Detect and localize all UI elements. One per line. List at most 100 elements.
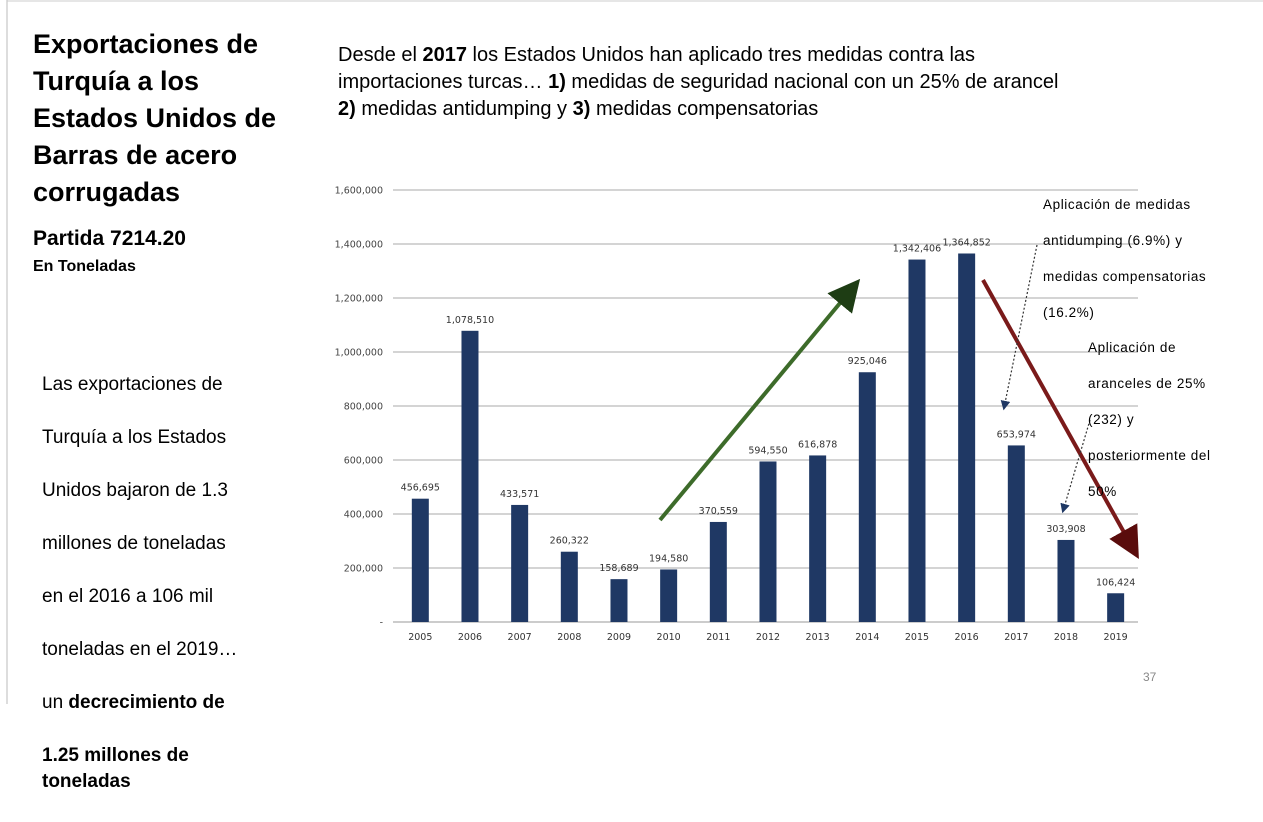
title-line: Turquía a los: [33, 66, 200, 96]
data-label: 594,550: [748, 445, 787, 456]
text: 50%: [1088, 484, 1117, 499]
bar: [560, 551, 578, 622]
bar: [858, 372, 876, 622]
text: toneladas en el 2019…: [42, 638, 238, 660]
text: toneladas: [42, 771, 131, 792]
bar: [709, 521, 727, 622]
trend-arrow: [981, 279, 1139, 559]
bar: [1007, 445, 1025, 622]
bar: [461, 330, 479, 622]
summary-line: un decrecimiento de: [42, 690, 237, 717]
bar: [1057, 539, 1075, 622]
y-tick-label: 1,600,000: [335, 186, 383, 197]
x-tick-label: 2011: [706, 632, 730, 643]
text: decrecimiento de: [68, 691, 225, 713]
title-line: Estados Unidos de: [33, 103, 277, 133]
y-tick-label: 600,000: [344, 456, 383, 467]
description: Desde el 2017 los Estados Unidos han apl…: [338, 42, 1058, 123]
x-tick-label: 2019: [1104, 632, 1128, 643]
text: Desde el: [338, 44, 423, 66]
data-label: 1,078,510: [446, 315, 494, 326]
x-tick-label: 2018: [1054, 632, 1078, 643]
y-tick-label: 400,000: [344, 510, 383, 521]
data-label: 158,689: [599, 563, 638, 574]
y-tick-label: 800,000: [344, 402, 383, 413]
data-label: 370,559: [699, 506, 738, 517]
x-tick-label: 2016: [955, 632, 979, 643]
bar: [511, 504, 529, 622]
bar: [958, 253, 976, 622]
bar: [1107, 593, 1125, 622]
text: Aplicación de: [1088, 340, 1177, 355]
bar: [809, 455, 827, 622]
annotation: Aplicación de aranceles de 25% (232) y p…: [1088, 321, 1211, 519]
chart: - 200,000 400,000 600,000 800,000 1,000,000 1,…: [6, 0, 1263, 704]
x-tick-label: 2007: [508, 632, 532, 643]
data-label: 433,571: [500, 489, 539, 500]
text: medidas compensatorias: [590, 98, 819, 120]
data-label: 616,878: [798, 439, 837, 450]
title-line: Exportaciones de: [33, 29, 259, 59]
text: Aplicación de medidas: [1043, 197, 1191, 212]
text: 2017: [422, 44, 468, 66]
x-tick-label: 2010: [657, 632, 681, 643]
data-label: 303,908: [1046, 524, 1085, 535]
text: posteriormente del: [1088, 448, 1211, 463]
title-line: corrugadas: [33, 177, 181, 207]
x-tick-label: 2008: [557, 632, 581, 643]
x-tick-label: 2012: [756, 632, 780, 643]
text: millones de toneladas: [42, 532, 226, 554]
x-tick-label: 2006: [458, 632, 482, 643]
x-tick-label: 2015: [905, 632, 929, 643]
slide: {"header":{"title":["Exportaciones de","…: [6, 0, 1263, 792]
text: 1): [548, 71, 566, 93]
text: un: [42, 691, 69, 713]
subtitle: Partida 7214.20: [33, 227, 186, 250]
bar: [908, 259, 926, 622]
bar: [411, 498, 429, 622]
text: Turquía a los Estados: [42, 426, 227, 448]
summary-bold: 1.25 millones de toneladas: [42, 743, 237, 796]
data-label: 456,695: [401, 483, 440, 494]
text: (232) y: [1088, 412, 1135, 427]
data-label: 925,046: [848, 356, 887, 367]
text: medidas antidumping y: [355, 98, 573, 120]
text: Las exportaciones de: [42, 373, 223, 395]
text: medidas de seguridad nacional con un 25%…: [565, 71, 1059, 93]
x-tick-label: 2009: [607, 632, 631, 643]
x-tick-label: 2013: [806, 632, 830, 643]
y-tick-label: 1,200,000: [335, 294, 383, 305]
annotation: Aplicación de medidas antidumping (6.9%)…: [1043, 178, 1206, 340]
text: en el 2016 a 106 mil: [42, 585, 214, 607]
text: (16.2%): [1043, 305, 1095, 320]
data-label: 194,580: [649, 553, 688, 564]
bar: [660, 569, 678, 622]
trend-arrow: [658, 278, 861, 522]
text: 1.25 millones de: [42, 744, 189, 766]
title-line: Barras de acero: [33, 140, 238, 170]
page-number: 37: [1143, 670, 1157, 684]
title: Exportaciones de Turquía a los Estados U…: [33, 26, 276, 211]
text: aranceles de 25%: [1088, 376, 1206, 391]
x-tick-label: 2014: [855, 632, 879, 643]
data-label: 260,322: [550, 536, 589, 547]
text: importaciones turcas…: [338, 71, 549, 93]
text: antidumping (6.9%) y: [1043, 233, 1183, 248]
data-label: 1,364,852: [942, 237, 990, 248]
y-tick-label: 200,000: [344, 564, 383, 575]
text: Unidos bajaron de 1.3: [42, 479, 228, 501]
y-tick-label: 1,400,000: [335, 240, 383, 251]
data-label: 1,342,406: [893, 244, 941, 255]
bar: [759, 461, 777, 622]
text: 2): [338, 98, 356, 120]
x-tick-label: 2017: [1004, 632, 1028, 643]
text: 3): [572, 98, 591, 120]
text: medidas compensatorias: [1043, 269, 1207, 284]
bar: [610, 579, 628, 622]
summary: Las exportaciones de Turquía a los Estad…: [42, 345, 237, 822]
text: los Estados Unidos han aplicado tres med…: [467, 44, 976, 66]
unit: En Toneladas: [33, 258, 136, 275]
data-label: 106,424: [1096, 577, 1135, 588]
data-label: 653,974: [997, 429, 1036, 440]
y-tick-label: -: [380, 618, 383, 629]
